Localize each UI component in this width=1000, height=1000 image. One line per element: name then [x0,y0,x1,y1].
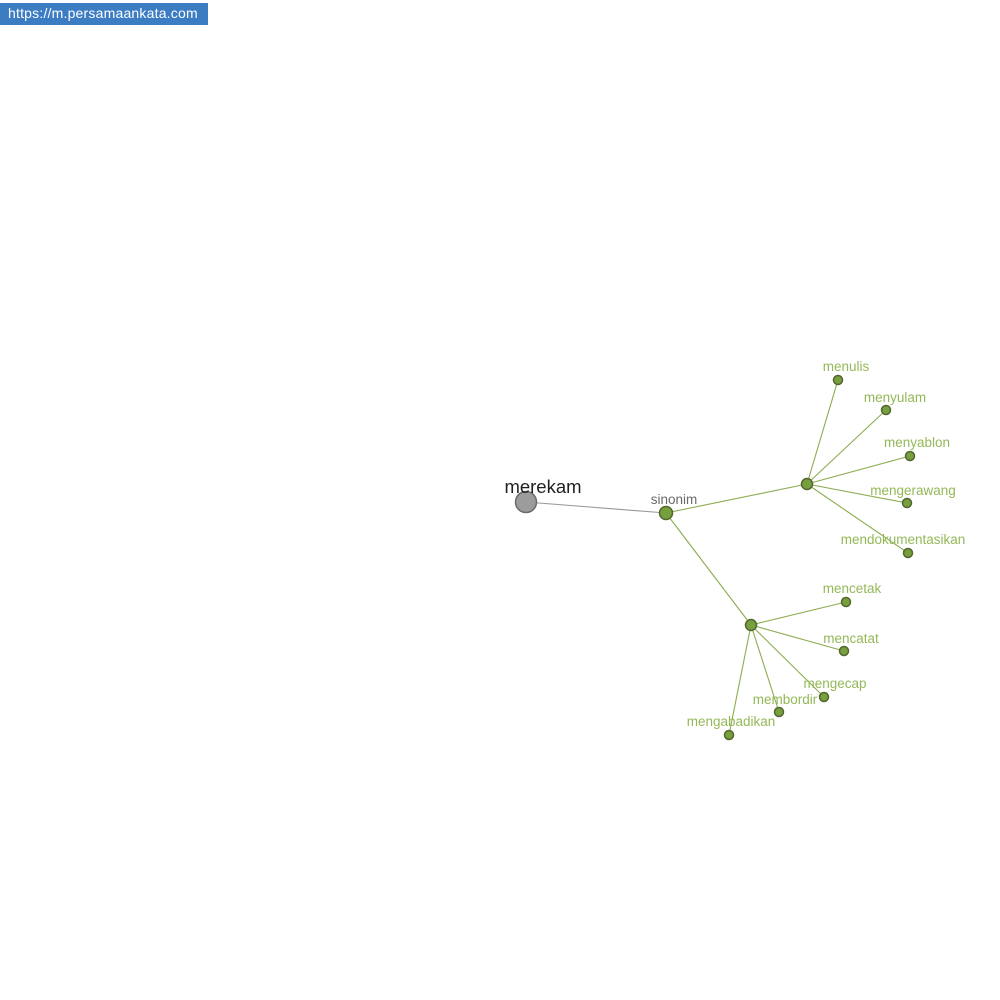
edge-merekam-sinonim [525,501,667,514]
node-menyablon[interactable] [904,450,916,462]
node-mengerawang[interactable] [901,497,913,509]
label-menulis[interactable]: menulis [823,359,870,374]
url-watermark: https://m.persamaankata.com [0,3,208,25]
node-menulis[interactable] [832,374,844,386]
label-mendokumentasikan[interactable]: mendokumentasikan [841,532,966,547]
label-membordir[interactable]: membordir [753,692,818,707]
edge-hub2-mengabadikan [728,624,752,736]
node-merekam[interactable] [514,490,538,514]
edge-hub1-mengerawang [806,483,908,504]
edge-hub1-menyablon [806,455,911,485]
edge-sinonim-hub2 [665,512,752,626]
label-mengecap[interactable]: mengecap [803,676,866,691]
node-mengecap[interactable] [818,691,830,703]
edge-sinonim-hub1 [665,483,808,514]
node-mendokumentasikan[interactable] [902,547,914,559]
node-mencatat[interactable] [838,645,850,657]
label-mencatat[interactable]: mencatat [823,631,879,646]
node-hub2[interactable] [744,618,758,632]
node-mencetak[interactable] [840,596,852,608]
edge-hub2-mencetak [750,601,847,626]
label-menyulam[interactable]: menyulam [864,390,926,405]
label-merekam: merekam [504,476,581,497]
edge-hub1-menulis [806,379,839,485]
label-mengabadikan[interactable]: mengabadikan [687,714,776,729]
label-mencetak[interactable]: mencetak [823,581,882,596]
edge-hub1-mendokumentasikan [806,483,909,554]
label-mengerawang[interactable]: mengerawang [870,483,956,498]
node-menyulam[interactable] [880,404,892,416]
node-sinonim[interactable] [658,505,674,521]
edge-hub2-membordir [750,624,780,713]
node-hub1[interactable] [800,477,814,491]
edge-hub1-menyulam [806,409,887,485]
node-membordir[interactable] [773,706,785,718]
label-sinonim: sinonim [651,492,698,507]
edge-hub2-mengecap [750,624,825,698]
edge-hub2-mencatat [750,624,845,652]
node-mengabadikan[interactable] [723,729,735,741]
label-menyablon[interactable]: menyablon [884,435,950,450]
